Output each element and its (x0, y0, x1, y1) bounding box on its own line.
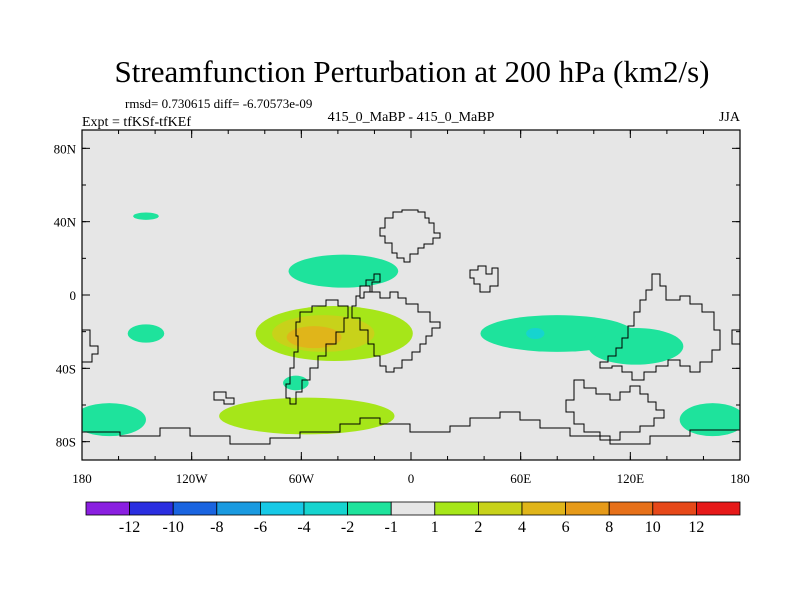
colorbar-swatch (608, 501, 654, 516)
colorbar: -12 -10 -8 -6 -4 -2 -1 1 2 4 6 8 10 12 (85, 501, 741, 536)
contour-region (526, 328, 545, 339)
colorbar-swatch (652, 501, 697, 516)
colorbar-label: 1 (431, 519, 439, 536)
contour-region (219, 397, 395, 435)
colorbar-swatch (477, 501, 523, 516)
contour-region (127, 324, 165, 343)
colorbar-label: 2 (474, 519, 482, 536)
coastline-central-america (359, 273, 381, 299)
contour-region (133, 212, 159, 220)
colorbar-swatch (259, 501, 305, 516)
coastline-africa (351, 285, 441, 373)
colorbar-swatch (390, 501, 436, 516)
x-tick-label: 120E (617, 471, 645, 486)
colorbar-label: -2 (341, 519, 354, 536)
y-tick-label: 0 (70, 288, 77, 303)
colorbar-swatch (85, 501, 130, 516)
colorbar-label: 4 (518, 519, 526, 536)
colorbar-label: -12 (119, 519, 140, 536)
coastline-australia-south (565, 379, 665, 441)
coastline-east-edge (731, 329, 740, 345)
colorbar-swatch (347, 501, 392, 516)
y-tick-label: 40N (54, 215, 77, 230)
plot-background (82, 130, 740, 460)
contour-region (679, 403, 740, 437)
colorbar-label: -1 (385, 519, 398, 536)
colorbar-swatch (303, 501, 348, 516)
colorbar-swatch (434, 501, 479, 516)
x-tick-label: 60E (510, 471, 531, 486)
y-tick-label: 80N (54, 141, 77, 156)
contour-region (283, 375, 309, 391)
colorbar-label: 10 (645, 519, 661, 536)
plot-area (81, 129, 741, 461)
colorbar-swatch (565, 501, 610, 516)
colorbar-label: 12 (688, 519, 704, 536)
contour-region (288, 254, 399, 288)
x-tick-label: 60W (289, 471, 315, 486)
colorbar-label: 8 (605, 519, 613, 536)
x-tick-label: 180 (72, 471, 92, 486)
y-tick-label: 40S (56, 361, 76, 376)
x-tick-label: 0 (408, 471, 415, 486)
colorbar-swatch (172, 501, 218, 516)
colorbar-swatch (696, 501, 741, 516)
x-tick-label: 120W (176, 471, 209, 486)
colorbar-swatch (521, 501, 566, 516)
coastline-west-edge (82, 329, 99, 363)
experiment-label: Expt = tfKSf-tfKEf (82, 115, 191, 130)
x-tick-label: 180 (730, 471, 750, 486)
coastline-asia (599, 273, 721, 381)
colorbar-label: -6 (254, 519, 267, 536)
coastline-arabia (469, 265, 499, 293)
chart-title: Streamfunction Perturbation at 200 hPa (… (115, 54, 710, 89)
coastlines (82, 209, 740, 445)
contour-region (286, 326, 342, 349)
colorbar-label: -4 (297, 519, 310, 536)
season-label: JJA (719, 110, 741, 125)
colorbar-label: 6 (562, 519, 570, 536)
coastline-antarctica (82, 411, 740, 445)
colorbar-swatch (129, 501, 174, 516)
colorbar-swatch (216, 501, 261, 516)
axes: 180 120W 60W 0 60E 120E 180 80N 40N 0 40S 80S (54, 130, 750, 486)
stats-text: rmsd= 0.730615 diff= -6.70573e-09 (125, 96, 312, 111)
center-label: 415_0_MaBP - 415_0_MaBP (328, 110, 495, 125)
y-tick-label: 80S (56, 435, 76, 450)
coastline-antarctic-peninsula (213, 391, 235, 405)
contour-region (588, 328, 684, 365)
colorbar-label: -10 (163, 519, 184, 536)
coastline-south-america (285, 299, 349, 405)
colorbar-label: -8 (210, 519, 223, 536)
coastline-europe (379, 209, 441, 263)
contour-region (82, 403, 146, 437)
